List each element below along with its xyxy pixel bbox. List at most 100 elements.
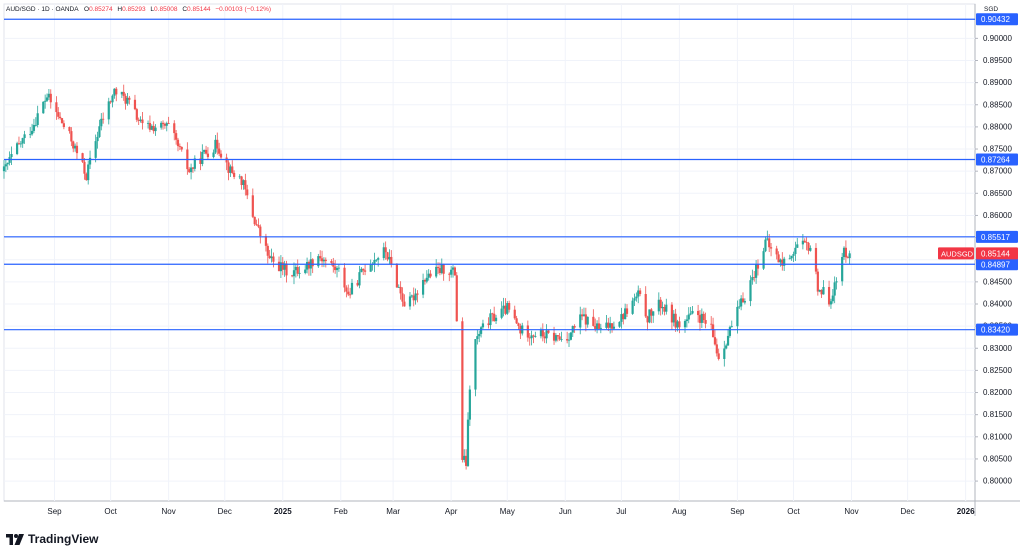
candle-body [543,336,546,339]
candle-body [345,287,348,292]
y-tick-label: 0.89500 [983,56,1012,65]
brand-footer[interactable]: TradingView [6,532,98,546]
y-tick-label: 0.82500 [983,366,1012,375]
candle-body [741,298,745,303]
candle-body [283,263,286,270]
candle-body [822,287,825,295]
candle-body [388,256,391,260]
candle-body [594,325,597,329]
x-tick-label: Oct [787,507,800,516]
candle-body [160,122,163,128]
candle-body [242,180,245,186]
candle-body [769,247,773,249]
candle-body [783,258,786,266]
candle-body [201,151,204,164]
candle-body [55,102,58,113]
candle-body [167,123,170,124]
candle-body [29,134,32,136]
candle-body [390,256,393,265]
candle-body [554,335,558,341]
y-tick-label: 0.84000 [983,299,1012,308]
candle-body [506,303,509,314]
candle-body [715,344,718,354]
candle-body [777,254,780,263]
x-tick-label: Dec [218,507,232,516]
candle-body [687,314,690,320]
level-badge-label: 0.85517 [981,233,1010,242]
candle-body [233,172,236,177]
candle-body [842,247,846,258]
candle-body [846,257,849,259]
candle-body [193,158,196,169]
close-label: C [182,6,188,13]
open-value: 0.85274 [89,6,113,13]
candle-body [399,286,402,294]
candle-body [685,319,688,322]
candle-body [704,320,707,324]
candle-body [206,153,210,158]
x-tick-label: Dec [901,507,915,516]
level-badge [976,258,1018,271]
candle-body [319,256,322,259]
level-badge [976,230,1018,243]
candle-body [124,95,127,104]
x-tick-label: 2025 [274,507,292,516]
candle-body [416,293,419,295]
candle-body [558,336,561,340]
candle-body [796,244,799,248]
candle-body [678,321,681,328]
candle-body [762,251,765,269]
candle-body [317,256,320,267]
candle-body [176,139,180,147]
candle-body [335,268,339,271]
high-value: 0.85293 [122,6,146,13]
candle-body [349,294,352,296]
candle-body [330,261,333,263]
candle-body [607,322,610,328]
candle-body [438,268,442,274]
candle-body [493,313,496,322]
candle-body [246,189,249,196]
candle-body [670,304,674,323]
candle-body [639,290,642,295]
candle-body [461,321,464,460]
y-tick-label: 0.86000 [983,211,1012,220]
candle-body [539,330,543,337]
y-tick-label: 0.81500 [983,410,1012,419]
candle-body [560,339,563,340]
candle-body [672,313,675,323]
candle-body [491,313,494,315]
candle-body [240,176,243,186]
candle-body [440,264,443,274]
x-tick-label: Feb [334,507,348,516]
candle-body [19,143,22,145]
candle-body [474,339,477,390]
candle-body [70,131,73,142]
tradingview-logo-icon [6,533,24,545]
candle-body [292,270,296,277]
candle-body [502,305,505,309]
candle-body [809,247,812,251]
candle-body [429,273,432,277]
candle-body [60,118,64,124]
candle-body [107,101,110,120]
candle-body [178,146,181,147]
level-badge [976,13,1018,26]
candle-body [631,300,634,314]
candle-body [244,180,247,190]
candle-body [463,455,466,460]
candle-body [803,240,806,242]
candle-body [305,261,309,270]
candle-body [87,164,90,181]
candle-body [369,264,372,272]
candle-body [504,305,507,314]
candle-body [141,119,144,124]
candle-body [311,259,314,267]
x-tick-label: Jun [559,507,572,516]
candle-body [730,326,733,328]
x-tick-label: Sep [730,507,745,516]
candle-body [436,266,440,269]
y-tick-label: 0.80500 [983,454,1012,463]
